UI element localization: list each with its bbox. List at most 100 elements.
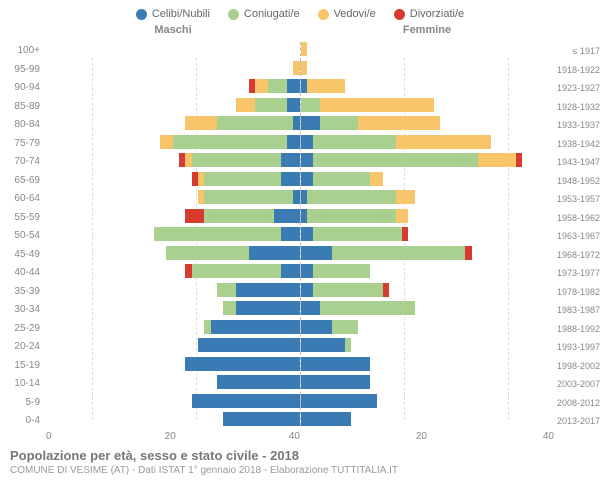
pyramid-row bbox=[46, 318, 554, 337]
segment-c bbox=[287, 79, 300, 93]
legend-swatch bbox=[394, 9, 405, 20]
segment-g bbox=[313, 264, 370, 278]
segment-g bbox=[320, 301, 415, 315]
year-label: 2003-2007 bbox=[556, 375, 600, 394]
segment-c bbox=[287, 135, 300, 149]
segment-c bbox=[185, 357, 299, 371]
segment-c bbox=[301, 116, 320, 130]
segment-g bbox=[345, 338, 351, 352]
segment-c bbox=[281, 264, 300, 278]
pyramid-row bbox=[46, 281, 554, 300]
bar-male bbox=[46, 98, 301, 112]
pyramid-row bbox=[46, 299, 554, 318]
year-label: 1968-1972 bbox=[556, 246, 600, 265]
legend-item: Divorziati/e bbox=[394, 8, 464, 20]
x-tick: 0 bbox=[46, 431, 52, 442]
bar-male bbox=[46, 135, 301, 149]
bar-female bbox=[301, 264, 555, 278]
segment-c bbox=[301, 153, 314, 167]
segment-c bbox=[293, 116, 299, 130]
segment-c bbox=[301, 375, 371, 389]
segment-c bbox=[281, 227, 300, 241]
segment-g bbox=[268, 79, 287, 93]
segment-v bbox=[396, 190, 415, 204]
segment-c bbox=[293, 190, 299, 204]
year-label: 1943-1947 bbox=[556, 153, 600, 172]
year-label: 1933-1937 bbox=[556, 116, 600, 135]
segment-d bbox=[402, 227, 408, 241]
segment-v bbox=[370, 172, 383, 186]
segment-c bbox=[301, 357, 371, 371]
bar-male bbox=[46, 394, 301, 408]
bar-male bbox=[46, 61, 301, 75]
age-label: 10-14 bbox=[0, 375, 40, 394]
age-label: 55-59 bbox=[0, 209, 40, 228]
segment-v bbox=[358, 116, 440, 130]
segment-v bbox=[160, 135, 173, 149]
segment-c bbox=[301, 135, 314, 149]
year-label: 1993-1997 bbox=[556, 338, 600, 357]
segment-c bbox=[236, 301, 299, 315]
legend-swatch bbox=[228, 9, 239, 20]
segment-c bbox=[211, 320, 300, 334]
year-label: 1958-1962 bbox=[556, 209, 600, 228]
year-label: 1938-1942 bbox=[556, 135, 600, 154]
bar-male bbox=[46, 79, 301, 93]
segment-g bbox=[332, 246, 465, 260]
segment-c bbox=[301, 172, 314, 186]
bar-male bbox=[46, 283, 301, 297]
pyramid-row bbox=[46, 96, 554, 115]
age-label: 50-54 bbox=[0, 227, 40, 246]
bar-female bbox=[301, 209, 555, 223]
segment-v bbox=[236, 98, 255, 112]
pyramid-row bbox=[46, 262, 554, 281]
segment-d bbox=[383, 283, 389, 297]
age-label: 40-44 bbox=[0, 264, 40, 283]
pyramid-row bbox=[46, 40, 554, 59]
x-tick: 20 bbox=[165, 431, 176, 442]
bar-male bbox=[46, 301, 301, 315]
legend-swatch bbox=[136, 9, 147, 20]
year-label: 2008-2012 bbox=[556, 394, 600, 413]
pyramid-row bbox=[46, 392, 554, 411]
segment-g bbox=[204, 190, 293, 204]
segment-g bbox=[313, 153, 478, 167]
bar-rows bbox=[46, 40, 554, 429]
age-label: 45-49 bbox=[0, 246, 40, 265]
segment-g bbox=[320, 116, 358, 130]
bar-female bbox=[301, 412, 555, 426]
bar-female bbox=[301, 42, 555, 56]
bar-male bbox=[46, 264, 301, 278]
segment-g bbox=[307, 209, 396, 223]
bar-female bbox=[301, 301, 555, 315]
age-label: 70-74 bbox=[0, 153, 40, 172]
bar-male bbox=[46, 357, 301, 371]
bar-female bbox=[301, 246, 555, 260]
pyramid-row bbox=[46, 410, 554, 429]
legend-label: Celibi/Nubili bbox=[152, 8, 210, 20]
age-label: 80-84 bbox=[0, 116, 40, 135]
segment-g bbox=[255, 98, 287, 112]
segment-v bbox=[307, 79, 345, 93]
bar-male bbox=[46, 320, 301, 334]
pyramid-row bbox=[46, 59, 554, 78]
year-label: 1988-1992 bbox=[556, 320, 600, 339]
segment-c bbox=[236, 283, 299, 297]
pyramid-row bbox=[46, 355, 554, 374]
chart-title: Popolazione per età, sesso e stato civil… bbox=[10, 448, 590, 463]
year-label: 1953-1957 bbox=[556, 190, 600, 209]
age-label: 100+ bbox=[0, 42, 40, 61]
bar-female bbox=[301, 79, 555, 93]
bar-male bbox=[46, 42, 301, 56]
legend-item: Celibi/Nubili bbox=[136, 8, 210, 20]
header-male: Maschi bbox=[46, 24, 300, 36]
segment-c bbox=[198, 338, 299, 352]
age-label: 15-19 bbox=[0, 357, 40, 376]
bar-female bbox=[301, 116, 555, 130]
bar-female bbox=[301, 98, 555, 112]
segment-c bbox=[301, 338, 345, 352]
segment-c bbox=[281, 172, 300, 186]
bar-female bbox=[301, 153, 555, 167]
segment-d bbox=[465, 246, 471, 260]
bar-female bbox=[301, 61, 555, 75]
